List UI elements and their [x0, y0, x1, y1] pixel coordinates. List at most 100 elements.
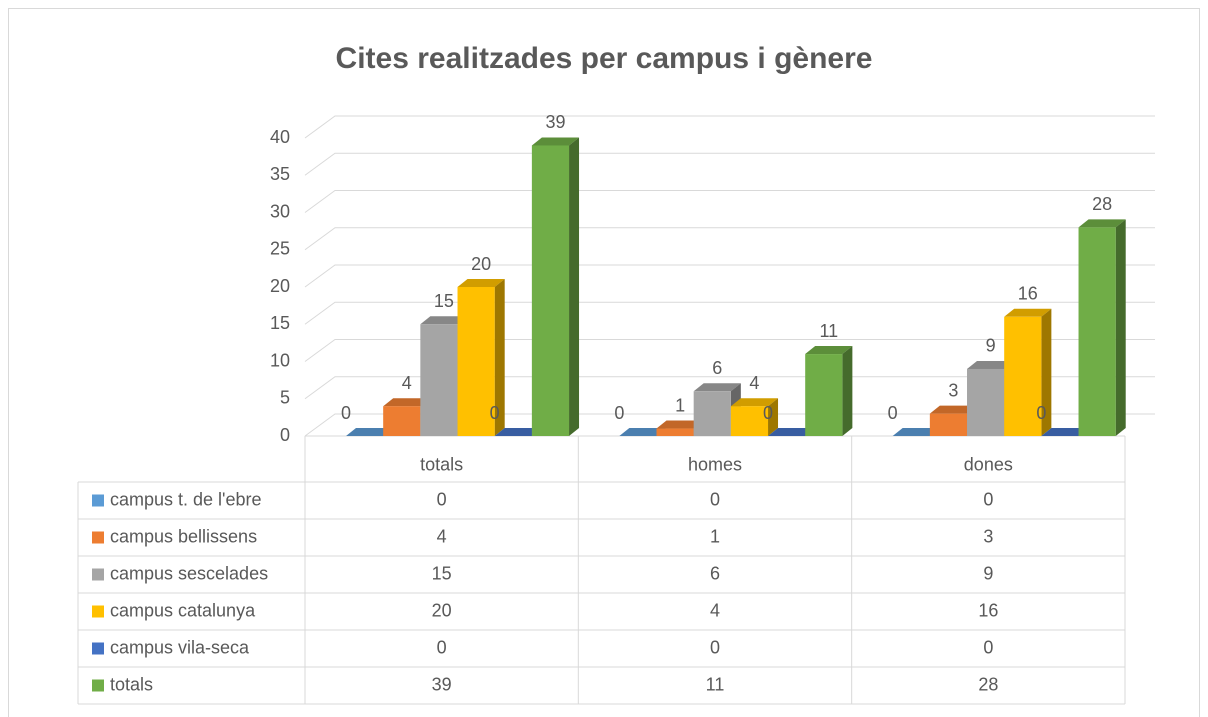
bar [1078, 227, 1116, 436]
legend-label: campus bellissens [110, 526, 257, 546]
table-cell: 28 [978, 674, 998, 694]
bar [693, 391, 731, 436]
data-label: 28 [1092, 194, 1112, 214]
data-label: 16 [1018, 284, 1038, 304]
grid-line [304, 115, 1155, 139]
table-cell: 0 [983, 489, 993, 509]
bar [457, 287, 495, 436]
table-cell: 16 [978, 600, 998, 620]
legend-key [92, 494, 104, 507]
x-tick-label: totals [420, 454, 463, 474]
table-cell: 11 [706, 674, 725, 694]
table-cell: 6 [710, 563, 720, 583]
legend-key [92, 642, 104, 655]
data-label: 11 [819, 321, 838, 341]
bar [420, 324, 458, 436]
bar [730, 406, 769, 436]
y-tick-label: 10 [270, 350, 290, 370]
data-label: 0 [341, 403, 351, 423]
x-tick-label: homes [688, 454, 742, 474]
bar-top [967, 360, 1015, 369]
grid-line [304, 190, 1155, 213]
table-cell: 0 [983, 637, 993, 657]
y-tick-label: 15 [270, 313, 290, 333]
table-cell: 0 [437, 489, 447, 509]
chart-title: Cites realitzades per campus i gènere [336, 42, 873, 75]
table-cell: 0 [437, 637, 447, 657]
bar-top [457, 279, 505, 287]
data-label: 9 [986, 336, 996, 356]
data-label: 6 [712, 358, 722, 378]
bar-top [730, 398, 779, 407]
bar-side [1041, 308, 1052, 436]
y-tick-label: 20 [270, 276, 290, 296]
bar-top [693, 383, 741, 392]
bar-side [768, 398, 779, 436]
table-cell: 4 [710, 600, 720, 620]
legend-key [92, 679, 104, 692]
legend-key [92, 605, 104, 618]
data-label: 39 [545, 112, 565, 132]
data-label: 0 [614, 403, 624, 423]
bar [383, 406, 421, 436]
legend-label: totals [110, 674, 153, 694]
bar-side [842, 346, 853, 436]
y-tick-label: 5 [280, 388, 290, 408]
table-cell: 39 [432, 674, 452, 694]
bar [967, 368, 1005, 436]
bar [531, 145, 570, 436]
legend-key [92, 531, 104, 544]
data-label: 0 [888, 403, 898, 423]
legend-label: campus t. de l'ebre [110, 489, 262, 509]
bar [929, 413, 968, 436]
table-cell: 15 [432, 563, 452, 583]
bar-top [346, 428, 394, 436]
y-tick-label: 40 [270, 127, 290, 147]
data-label: 20 [471, 254, 491, 274]
data-label: 0 [490, 403, 500, 423]
bar-top [531, 137, 580, 146]
bar [656, 428, 694, 436]
x-tick-label: dones [964, 454, 1013, 474]
grid-line [304, 152, 1155, 176]
legend-label: campus vila-seca [110, 637, 250, 657]
bar-top [420, 316, 468, 325]
bar [805, 354, 843, 436]
grid-line [304, 264, 1155, 288]
bar-top [619, 428, 667, 436]
table-cell: 0 [710, 637, 720, 657]
bar-top [494, 428, 542, 436]
bar-top [805, 346, 853, 355]
table-cell: 1 [710, 526, 720, 546]
grid-line [304, 227, 1155, 251]
bar-top [892, 428, 940, 436]
bar [1004, 316, 1042, 436]
legend-key [92, 568, 104, 581]
bar-top [1041, 428, 1089, 436]
y-tick-label: 30 [270, 201, 290, 221]
data-label: 0 [1036, 403, 1046, 423]
bar-side [1115, 219, 1126, 436]
table-cell: 4 [437, 526, 447, 546]
y-tick-label: 0 [280, 425, 290, 445]
bar-top [1078, 219, 1126, 228]
legend-label: campus sescelades [110, 563, 268, 583]
table-cell: 20 [432, 600, 452, 620]
data-label: 4 [749, 373, 759, 393]
bar-top [768, 428, 816, 436]
data-label: 3 [948, 380, 958, 400]
y-tick-label: 35 [270, 164, 290, 184]
legend-label: campus catalunya [110, 600, 256, 620]
table-cell: 9 [983, 563, 993, 583]
bar-top [383, 398, 431, 407]
y-tick-label: 25 [270, 239, 290, 259]
grid-line [304, 413, 1155, 437]
data-label: 0 [763, 403, 773, 423]
bar-top [1004, 308, 1052, 317]
grid-line [304, 301, 1155, 325]
bar-side [494, 279, 505, 436]
data-label: 1 [675, 395, 685, 415]
bar-top [929, 405, 978, 414]
grid-line [304, 339, 1155, 362]
